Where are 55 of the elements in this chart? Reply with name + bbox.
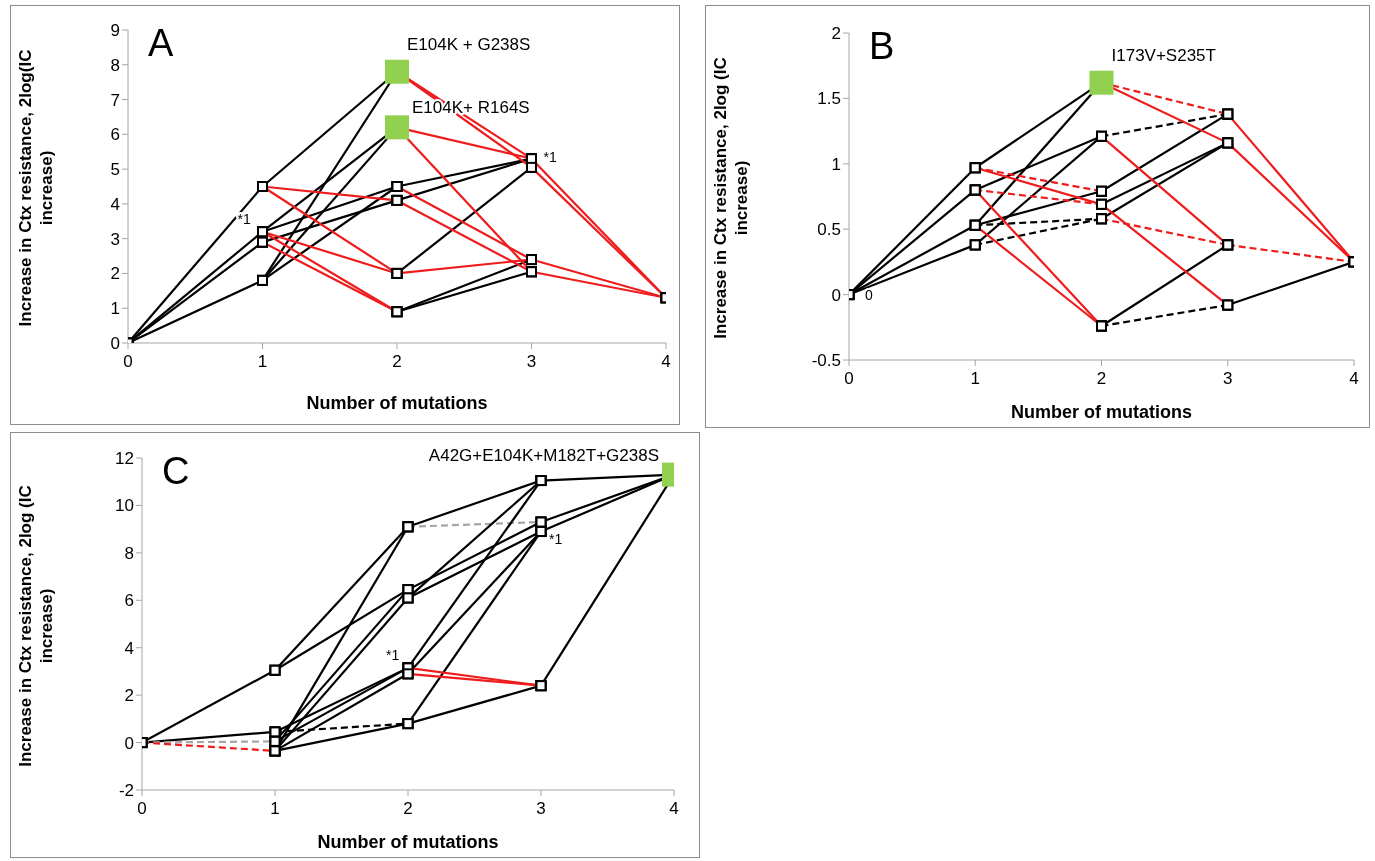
- y-tick-label: 8: [110, 55, 120, 75]
- x-tick-label: 2: [392, 352, 402, 372]
- x-tick-label: 2: [1096, 369, 1107, 389]
- x-tick-label: 4: [1349, 369, 1359, 389]
- y-tick-label: 2: [110, 264, 120, 284]
- y-tick-label: 7: [110, 90, 120, 110]
- y-tick-label: 10: [115, 496, 134, 516]
- y-tick-label: 1: [831, 154, 841, 174]
- annotation: I173V+S235T: [1111, 45, 1216, 65]
- annotation: *1: [386, 646, 400, 663]
- chart-title: B: [869, 25, 895, 67]
- y-tick-label: 12: [115, 449, 134, 469]
- x-tick-label: 1: [270, 799, 280, 819]
- y-tick-label: 8: [124, 543, 134, 563]
- y-tick-label: -0.5: [811, 351, 841, 371]
- annotation: *1: [543, 148, 557, 165]
- y-tick-label: 9: [110, 21, 120, 41]
- x-tick-label: 0: [137, 799, 147, 819]
- y-tick-label: 0.5: [817, 220, 841, 240]
- y-axis-title: Increase in Ctx resistance, 2log(IC increase): [15, 48, 57, 329]
- annotation: *1: [237, 210, 251, 227]
- y-tick-label: 2: [124, 686, 134, 706]
- y-tick-label: 6: [124, 591, 134, 611]
- annotation: *1: [549, 530, 563, 547]
- y-tick-label: 4: [124, 638, 134, 658]
- y-tick-label: 3: [110, 229, 120, 249]
- y-tick-label: 6: [110, 125, 120, 145]
- y-tick-label: 1.5: [817, 89, 841, 109]
- y-tick-label: 4: [110, 194, 120, 214]
- x-axis-title: Number of mutations: [317, 832, 499, 852]
- x-tick-label: 3: [536, 799, 546, 819]
- x-tick-label: 0: [844, 369, 854, 389]
- x-tick-label: 1: [257, 352, 268, 372]
- x-tick-label: 2: [403, 799, 413, 819]
- y-tick-label: 2: [831, 24, 841, 44]
- y-tick-label: 5: [110, 160, 120, 180]
- x-axis-title: Number of mutations: [1010, 402, 1193, 422]
- y-tick-label: 1: [110, 299, 120, 319]
- annotation: 0: [865, 286, 873, 303]
- y-tick-label: 0: [124, 733, 134, 753]
- chart-title: C: [162, 450, 190, 492]
- x-tick-label: 3: [526, 352, 537, 372]
- y-axis-title: Increase in Ctx resistance, 2log (IC increase): [15, 483, 57, 769]
- y-tick-label: 0: [110, 334, 120, 354]
- y-tick-label: -2: [118, 781, 134, 801]
- y-axis-title: Increase in Ctx resistance, 2log (IC increase): [710, 56, 752, 341]
- x-tick-label: 4: [669, 799, 679, 819]
- y-tick-label: 0: [831, 285, 841, 305]
- x-tick-label: 1: [970, 369, 980, 389]
- annotation: A42G+E104K+M182T+G238S: [428, 445, 659, 465]
- annotation: E104K + G238S: [407, 34, 531, 54]
- x-axis-title: Number of mutations: [306, 393, 488, 413]
- x-tick-label: 3: [1223, 369, 1233, 389]
- x-tick-label: 4: [661, 352, 671, 372]
- chart-title: A: [148, 22, 174, 64]
